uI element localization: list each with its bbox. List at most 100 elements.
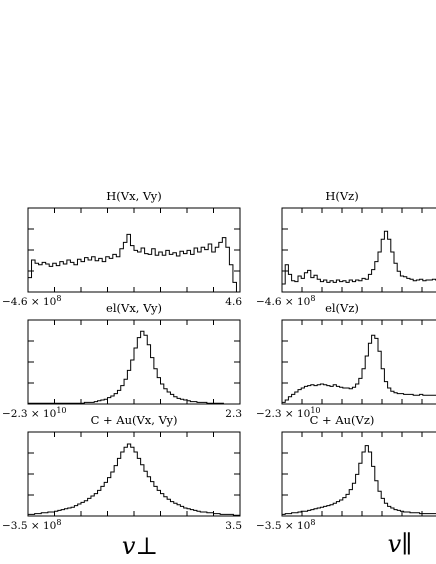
panel-0-bin xyxy=(229,265,233,292)
panel-1-bin xyxy=(349,280,352,292)
panel-4-bin xyxy=(48,512,51,516)
panel-3-bin xyxy=(301,388,304,404)
panel-0-histogram-step xyxy=(27,233,240,293)
panel-4-bin xyxy=(74,506,77,516)
panel-2-bin xyxy=(101,400,104,404)
panel-4-bin xyxy=(127,444,130,516)
panel-4-bin xyxy=(104,482,107,516)
panel-0-bin xyxy=(113,254,117,292)
panel-3-bin xyxy=(372,335,375,404)
panel-5-bin xyxy=(429,514,432,516)
panel-1-bin xyxy=(375,262,378,292)
panel-5-bin xyxy=(327,506,330,516)
panel-4-bin xyxy=(217,514,220,516)
panel-1-xmin-label: −4.6 × 108 xyxy=(256,294,315,308)
panel-5-bin xyxy=(362,452,365,516)
panel-1-bin xyxy=(317,279,320,292)
panel-2-bin xyxy=(214,403,217,404)
panel-1-bin xyxy=(295,282,298,292)
panel-4-bin xyxy=(200,512,203,516)
panel-2-bin xyxy=(144,335,147,404)
panel-5-bin xyxy=(368,452,371,516)
panel-0-bin xyxy=(116,257,120,292)
panel-3-bin xyxy=(314,386,317,404)
panel-2-bin xyxy=(68,403,71,404)
panel-4-xmax-label: 3.5 xyxy=(225,520,242,532)
panel-2-bin xyxy=(94,402,97,404)
panel-3-bin xyxy=(362,369,365,404)
panel-0-bin xyxy=(102,262,106,292)
panel-5-bin xyxy=(301,511,304,516)
panel-2-bin xyxy=(121,386,124,404)
panel-1-bin xyxy=(298,276,301,292)
panel-2-bin xyxy=(157,378,160,404)
panel-5-xmin-label: −3.5 × 108 xyxy=(256,518,315,532)
panel-5-bin xyxy=(372,466,375,516)
panel-0-bin xyxy=(106,257,110,292)
panel-4-bin xyxy=(64,509,67,516)
panel-4-bin xyxy=(237,515,240,516)
panel-0-bin xyxy=(173,253,177,292)
panel-5-bin xyxy=(336,502,339,516)
panel-2-bin xyxy=(28,403,31,404)
panel-4-bin xyxy=(154,486,157,516)
panel-2-histogram-step xyxy=(27,330,240,405)
panel-4-bin xyxy=(174,503,177,516)
panel-2-bin xyxy=(187,401,190,404)
panel-2-bin xyxy=(51,403,54,404)
panel-1-bin xyxy=(391,252,394,292)
panel-5-bin xyxy=(340,500,343,516)
panel-0-bin xyxy=(180,251,184,292)
panel-3-bin xyxy=(298,390,301,404)
panel-3-bin xyxy=(340,387,343,404)
panel-3-bin xyxy=(292,394,295,404)
panel-4-bin xyxy=(227,514,230,516)
panel-4-bin xyxy=(94,494,97,516)
panel-4-bin xyxy=(51,512,54,516)
panel-4-bin xyxy=(197,511,200,516)
panel-0-bin xyxy=(42,262,46,292)
panel-0-bin xyxy=(46,264,50,292)
panel-4-bin xyxy=(31,514,34,516)
panel-2-bin xyxy=(137,338,140,404)
panel-1-bin xyxy=(346,282,349,292)
panel-5-bin xyxy=(426,514,429,516)
panel-0-bin xyxy=(85,258,89,292)
panel-0-bin xyxy=(35,263,39,292)
panel-1-bin xyxy=(340,282,343,292)
panel-1-bin xyxy=(330,281,333,292)
panel-3-bin xyxy=(330,386,333,404)
panel-2-bin xyxy=(108,398,111,404)
panel-0-bin xyxy=(169,254,173,292)
panel-0-bin xyxy=(148,254,152,292)
panel-3-bin xyxy=(308,386,311,404)
panel-1-bin xyxy=(288,274,291,292)
panel-5-bin xyxy=(317,508,320,516)
panel-0-bin xyxy=(92,257,96,292)
panel-0-bin xyxy=(162,255,166,292)
panel-5-bin xyxy=(320,507,323,516)
panel-1-bin xyxy=(426,280,429,292)
panel-5-bin xyxy=(333,503,336,516)
panel-2-bin xyxy=(204,402,207,404)
panel-0-bin xyxy=(127,234,131,292)
panel-1-bin xyxy=(372,270,375,292)
panel-4-bin xyxy=(41,513,44,516)
panel-0-bin xyxy=(77,259,81,292)
panel-0-bin xyxy=(39,265,43,292)
panel-2-bin xyxy=(131,360,134,404)
panel-4-bin xyxy=(88,498,91,516)
panel-5-bin xyxy=(285,514,288,516)
panel-4-bin xyxy=(98,490,101,516)
panel-3-bin xyxy=(324,385,327,404)
panel-0: H(Vx, Vy) −4.6 × 108 4.6 xyxy=(2,189,242,308)
panel-1-histogram-step xyxy=(281,230,436,292)
panel-4-bin xyxy=(117,458,120,516)
panel-2-bin xyxy=(210,403,213,404)
panel-1-bin xyxy=(416,280,419,292)
panel-4-bin xyxy=(207,513,210,516)
panel-2-bin xyxy=(114,394,117,404)
panel-0-bin xyxy=(74,265,78,292)
panel-1-title: H(Vz) xyxy=(325,189,358,203)
panel-2-bin xyxy=(220,403,223,404)
